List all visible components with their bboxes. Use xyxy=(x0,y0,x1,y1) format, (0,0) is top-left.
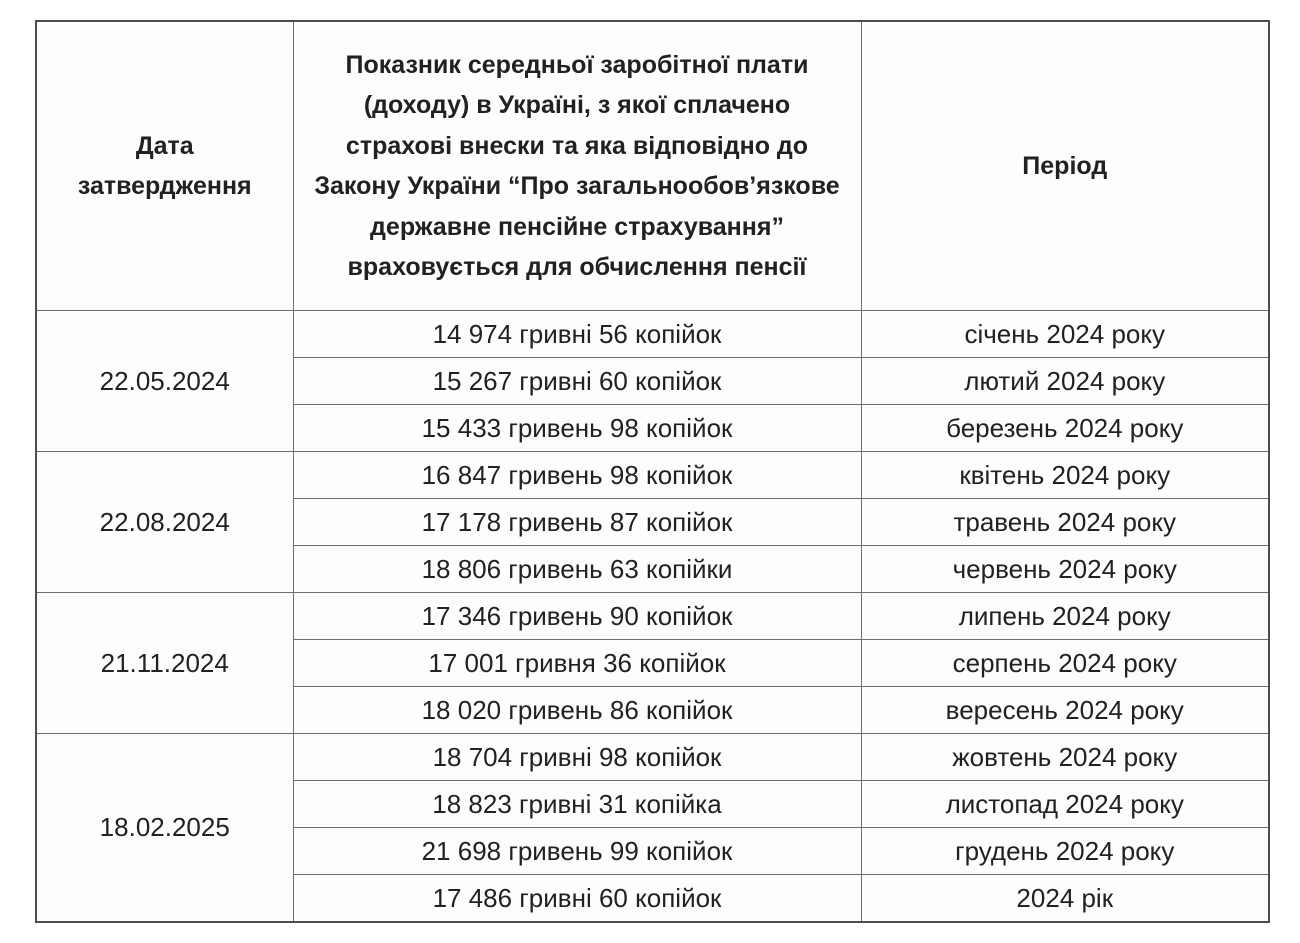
approval-date-cell: 21.11.2024 xyxy=(35,592,294,734)
amount-cell: 17 346 гривень 90 копійок xyxy=(292,592,862,640)
period-cell: квітень 2024 року xyxy=(860,451,1270,499)
amount-cell: 17 178 гривень 87 копійок xyxy=(292,498,862,546)
approval-date-cell: 18.02.2025 xyxy=(35,733,294,923)
table-row: 17 486 гривні 60 копійок 2024 рік xyxy=(36,874,1270,923)
period-cell: 2024 рік xyxy=(860,874,1270,923)
period-cell: серпень 2024 року xyxy=(860,639,1270,687)
column-header-period: Період xyxy=(860,20,1270,311)
amount-cell: 17 001 гривня 36 копійок xyxy=(292,639,862,687)
period-cell: лютий 2024 року xyxy=(860,357,1270,405)
table-row: 18 020 гривень 86 копійок вересень 2024 … xyxy=(36,686,1270,734)
table-row: 22.05.2024 14 974 гривні 56 копійок січе… xyxy=(35,310,1270,452)
average-salary-table: Дата затвердження Показник середньої зар… xyxy=(35,20,1270,923)
period-cell: вересень 2024 року xyxy=(860,686,1270,734)
header-row: Дата затвердження Показник середньої зар… xyxy=(35,20,1270,311)
table-row: 21 698 гривень 99 копійок грудень 2024 р… xyxy=(36,827,1270,875)
amount-cell: 17 486 гривні 60 копійок xyxy=(292,874,862,923)
table-row: 21.11.2024 17 346 гривень 90 копійок лип… xyxy=(35,592,1270,734)
period-cell: січень 2024 року xyxy=(860,310,1270,358)
period-cell: березень 2024 року xyxy=(860,404,1270,452)
approval-date-cell: 22.05.2024 xyxy=(35,310,294,452)
table-row: 15 267 гривні 60 копійок лютий 2024 року xyxy=(36,357,1270,405)
amount-cell: 18 020 гривень 86 копійок xyxy=(292,686,862,734)
period-cell: липень 2024 року xyxy=(860,592,1270,640)
approval-date-cell: 22.08.2024 xyxy=(35,451,294,593)
table-row: 17 001 гривня 36 копійок серпень 2024 ро… xyxy=(36,639,1270,687)
table-row: 18.02.2025 18 704 гривні 98 копійок жовт… xyxy=(35,733,1270,923)
amount-cell: 14 974 гривні 56 копійок xyxy=(292,310,862,358)
period-cell: жовтень 2024 року xyxy=(860,733,1270,781)
table-row: 22.08.2024 16 847 гривень 98 копійок кві… xyxy=(35,451,1270,593)
amount-cell: 21 698 гривень 99 копійок xyxy=(292,827,862,875)
amount-cell: 18 806 гривень 63 копійки xyxy=(292,545,862,593)
salary-table-container: Дата затвердження Показник середньої зар… xyxy=(35,20,1270,923)
column-header-salary-indicator: Показник середньої заробітної плати (дох… xyxy=(292,20,862,311)
amount-cell: 15 267 гривні 60 копійок xyxy=(292,357,862,405)
table-row: 18 823 гривні 31 копійка листопад 2024 р… xyxy=(36,780,1270,828)
column-header-approval-date: Дата затвердження xyxy=(35,20,294,311)
period-cell: травень 2024 року xyxy=(860,498,1270,546)
amount-cell: 18 704 гривні 98 копійок xyxy=(292,733,862,781)
period-cell: листопад 2024 року xyxy=(860,780,1270,828)
period-cell: червень 2024 року xyxy=(860,545,1270,593)
amount-cell: 16 847 гривень 98 копійок xyxy=(292,451,862,499)
amount-cell: 15 433 гривень 98 копійок xyxy=(292,404,862,452)
period-cell: грудень 2024 року xyxy=(860,827,1270,875)
amount-cell: 18 823 гривні 31 копійка xyxy=(292,780,862,828)
